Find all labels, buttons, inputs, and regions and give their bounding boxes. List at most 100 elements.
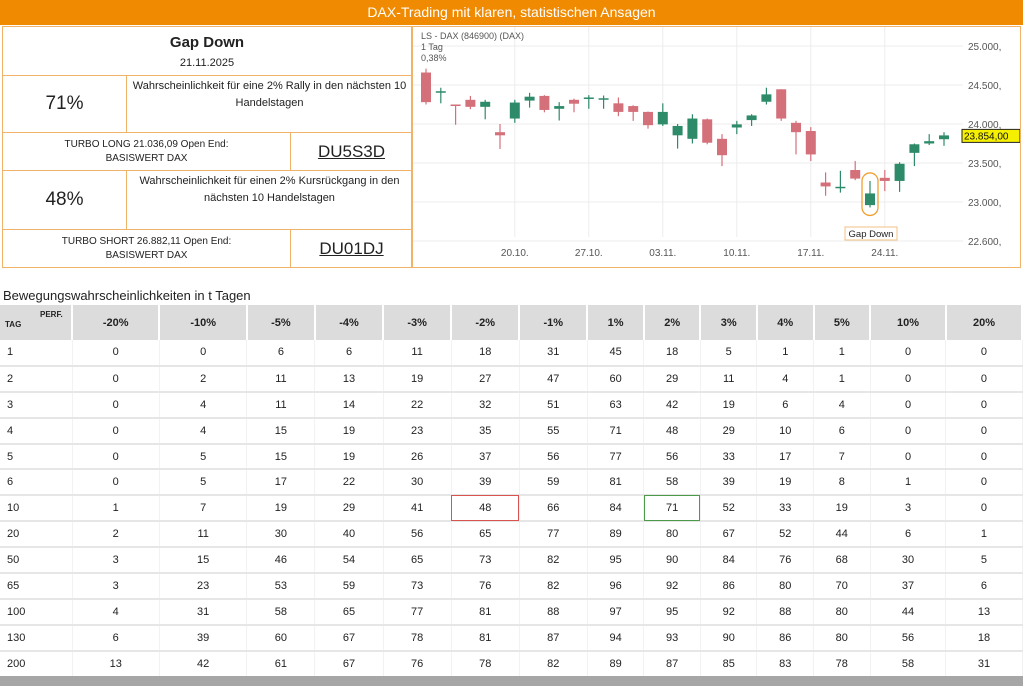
candle-body [643, 111, 653, 126]
candle-body [687, 118, 698, 139]
value-cell: 6 [72, 624, 160, 652]
value-cell: 18 [945, 624, 1023, 652]
value-cell: 0 [159, 340, 248, 367]
table-row: 1 0 0 6 6 11 18 31 45 18 5 1 1 0 0 [0, 340, 1023, 367]
value-cell: 86 [756, 624, 815, 652]
value-cell: 56 [519, 443, 588, 471]
value-cell: 58 [870, 650, 947, 678]
signal-panel: Gap Down 21.11.2025 71% Wahrscheinlichke… [2, 26, 413, 268]
value-cell: 19 [314, 417, 384, 445]
value-cell: 0 [945, 469, 1023, 497]
value-cell: 39 [700, 469, 758, 497]
value-cell: 85 [700, 650, 758, 678]
value-cell: 73 [383, 573, 452, 600]
y-tick-label: 25.000, [968, 42, 1001, 53]
column-header: -20% [72, 305, 161, 340]
x-tick-label: 10.11. [723, 248, 750, 259]
value-cell: 0 [72, 391, 160, 419]
turbo-short-line1: TURBO SHORT 26.882,11 Open End: [61, 235, 232, 247]
value-cell: 0 [945, 365, 1023, 393]
turbo-long-info: TURBO LONG 21.036,09 Open End: BASISWERT… [2, 132, 291, 171]
value-cell: 29 [643, 365, 701, 393]
value-cell: 6 [945, 573, 1023, 600]
value-cell: 17 [756, 443, 815, 471]
value-cell: 61 [246, 650, 316, 678]
value-cell: 4 [72, 598, 160, 626]
x-tick-label: 27.10. [575, 248, 603, 259]
value-cell: 71 [587, 417, 645, 445]
candle-body [583, 97, 594, 99]
tag-label: TAG [5, 320, 22, 329]
value-cell: 19 [314, 443, 384, 471]
value-cell: 15 [246, 417, 316, 445]
value-cell: 77 [519, 521, 588, 549]
candle-body [598, 98, 609, 100]
value-cell: 1 [813, 365, 871, 393]
column-header: 3% [700, 305, 758, 340]
value-cell: 14 [314, 391, 384, 419]
value-cell: 89 [587, 650, 645, 678]
value-cell: 81 [451, 624, 520, 652]
value-cell: 19 [383, 365, 452, 393]
turbo-short-info: TURBO SHORT 26.882,11 Open End: BASISWER… [2, 229, 291, 268]
signal-title-cell: Gap Down 21.11.2025 [2, 26, 412, 76]
column-header: 10% [870, 305, 947, 340]
y-tick-label: 23.000, [968, 198, 1001, 209]
candle-body [524, 96, 535, 101]
value-cell: 42 [159, 650, 248, 678]
candle-body [465, 99, 476, 107]
candle-body [509, 102, 520, 119]
value-cell: 81 [587, 469, 645, 497]
value-cell: 33 [700, 443, 758, 471]
value-cell: 97 [587, 598, 645, 626]
value-cell: 0 [870, 391, 947, 419]
turbo-long-code-link[interactable]: DU5S3D [290, 132, 413, 171]
candle-body [628, 106, 639, 112]
candle-body [820, 182, 831, 187]
last-price-label: 23.854,00 [964, 131, 1009, 142]
value-cell: 0 [870, 417, 947, 445]
value-cell: 67 [700, 521, 758, 549]
value-cell: 54 [314, 547, 384, 575]
value-cell: 90 [643, 547, 701, 575]
value-cell: 1 [870, 469, 947, 497]
value-cell: 56 [643, 443, 701, 471]
candle-body [702, 119, 713, 143]
value-cell: 81 [451, 598, 520, 626]
value-cell: 80 [813, 598, 871, 626]
value-cell: 6 [756, 391, 815, 419]
value-cell: 67 [314, 650, 384, 678]
corner-header: TAG PERF. [0, 305, 73, 340]
value-cell: 51 [519, 391, 588, 419]
value-cell: 11 [159, 521, 248, 549]
candle-body [924, 141, 935, 144]
dax-chart: 25.000, 24.500, 24.000, 23.500, 23.000, 22.60… [412, 26, 1021, 268]
value-cell: 11 [246, 391, 316, 419]
candle-body [480, 101, 491, 107]
value-cell: 31 [519, 340, 588, 367]
candle-body [435, 91, 446, 93]
candle-body [613, 103, 624, 112]
value-cell: 11 [246, 365, 316, 393]
value-cell: 29 [314, 495, 384, 523]
value-cell: 19 [246, 495, 316, 523]
annotation-box [844, 226, 898, 241]
candle-body [909, 144, 920, 153]
value-cell: 0 [870, 340, 947, 367]
tag-cell: 20 [0, 521, 73, 549]
turbo-short-code-link[interactable]: DU01DJ [290, 229, 413, 268]
y-tick-label: 24.500, [968, 81, 1001, 92]
value-cell: 84 [700, 547, 758, 575]
value-cell: 2 [159, 365, 248, 393]
value-cell: 0 [945, 391, 1023, 419]
value-cell: 1 [945, 521, 1023, 549]
value-cell: 55 [519, 417, 588, 445]
value-cell: 22 [383, 391, 452, 419]
value-cell: 47 [519, 365, 588, 393]
candle-body [835, 186, 846, 189]
value-cell: 33 [756, 495, 815, 523]
value-cell: 23 [383, 417, 452, 445]
value-cell: 18 [451, 340, 520, 367]
column-header: 2% [643, 305, 702, 340]
value-cell: 1 [72, 495, 160, 523]
